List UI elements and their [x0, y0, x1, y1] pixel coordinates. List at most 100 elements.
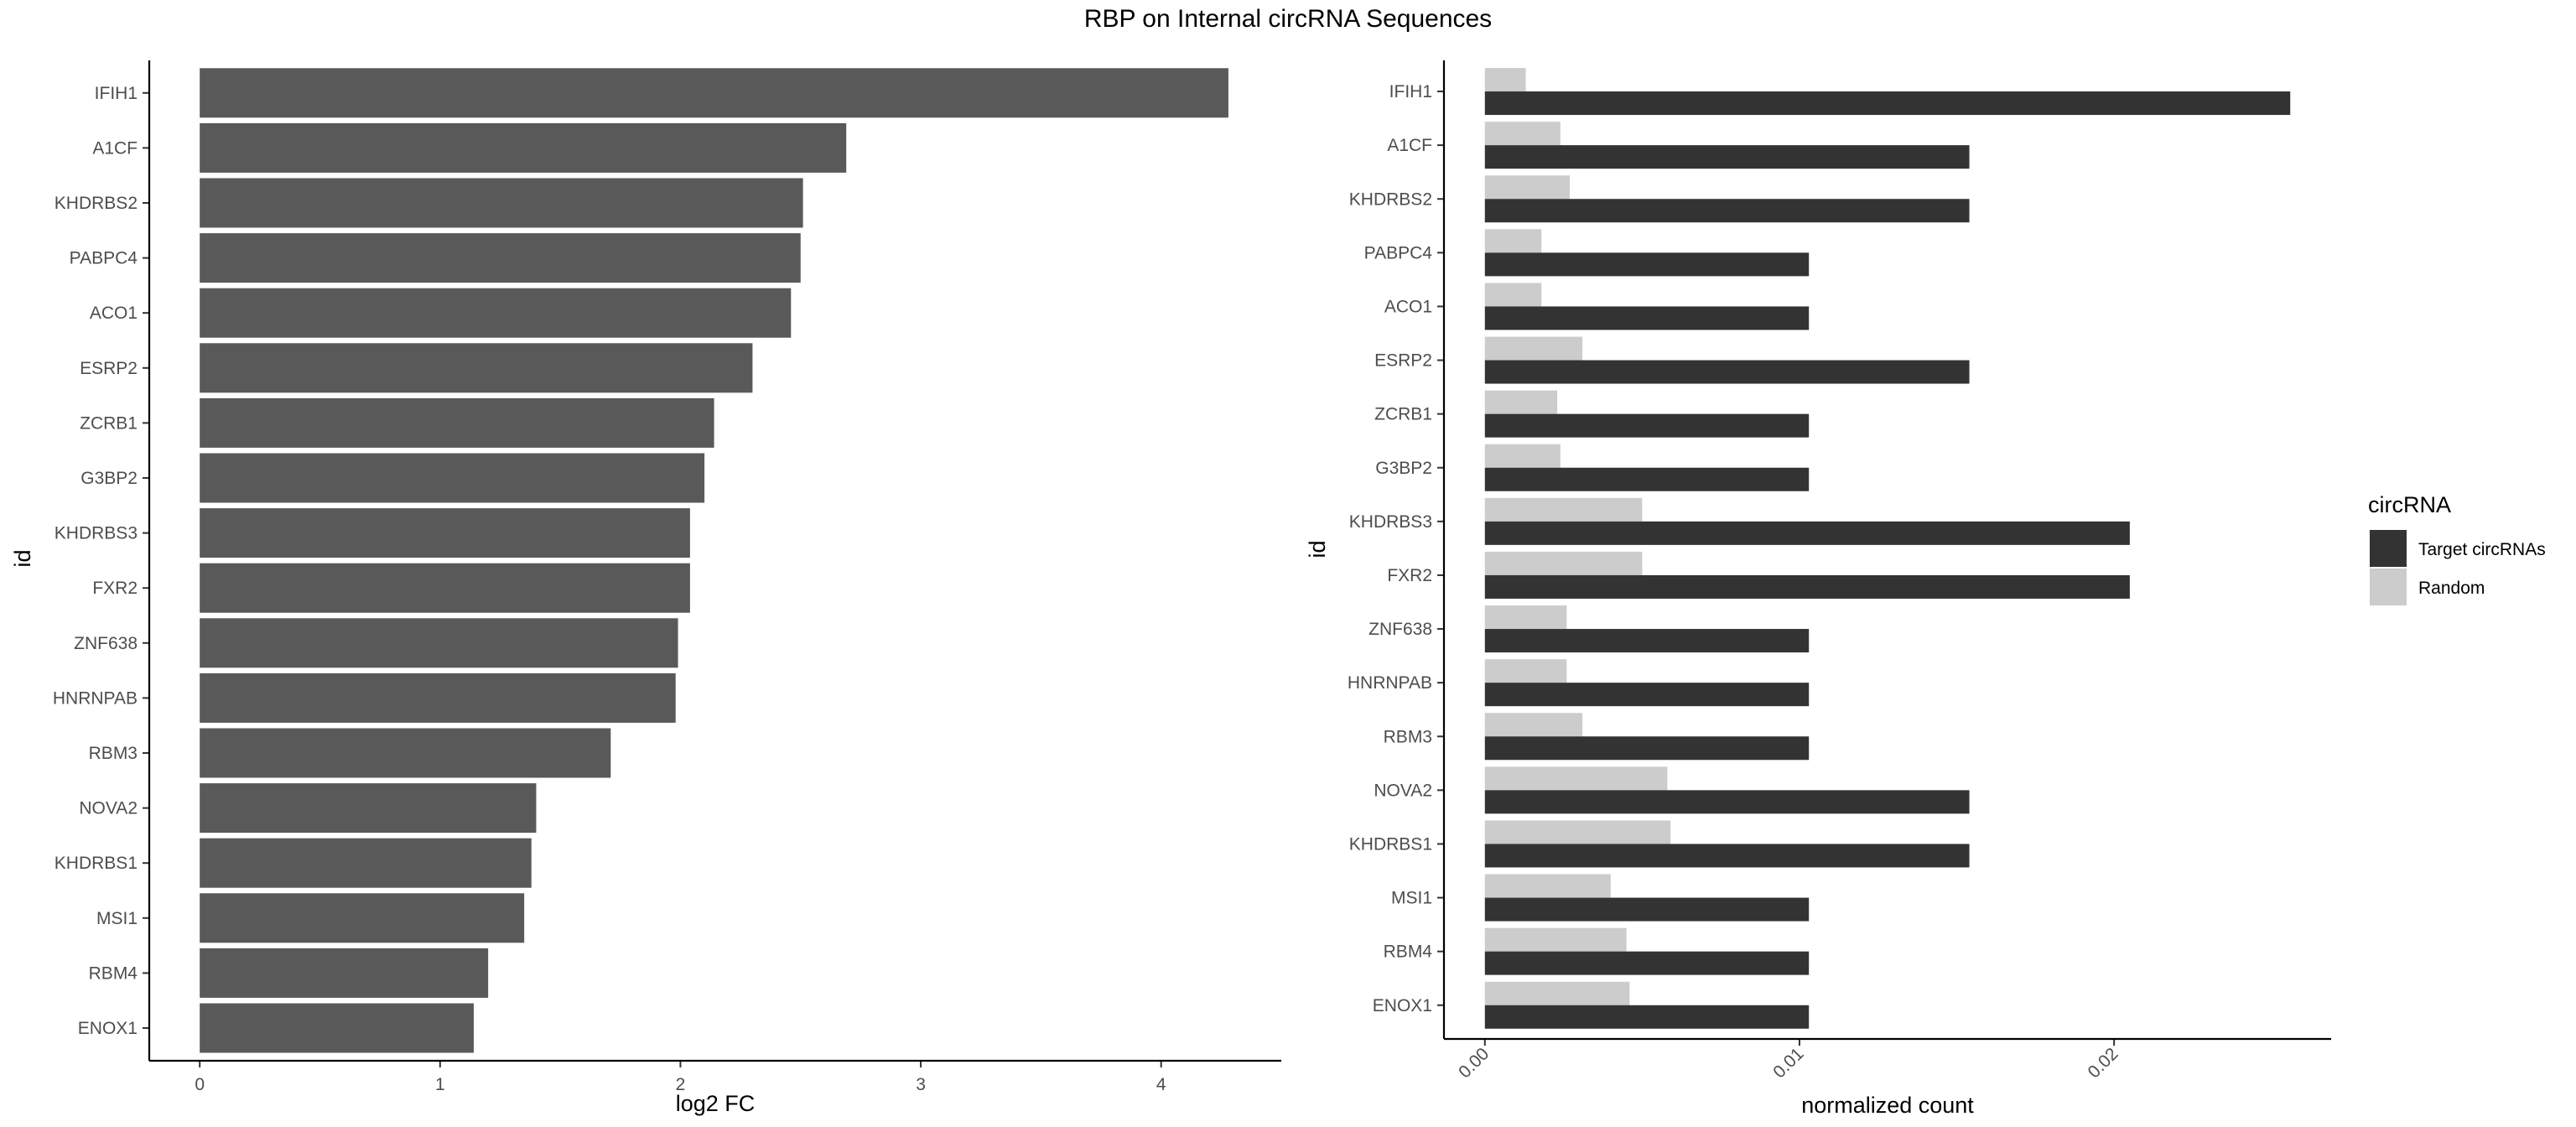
left-bar-rbm4 [200, 948, 489, 998]
right-y-tick-label: IFIH1 [1389, 82, 1432, 101]
left-y-tick-label: MSI1 [96, 909, 138, 928]
right-y-tick-label: ZNF638 [1368, 620, 1432, 639]
left-y-tick-label: ESRP2 [80, 359, 138, 378]
right-bar-target-pabpc4 [1484, 252, 1810, 277]
left-bar-a1cf [200, 122, 847, 173]
right-x-axis-title: normalized count [1801, 1093, 1974, 1118]
right-y-tick-label: ESRP2 [1374, 351, 1432, 371]
right-bar-random-msi1 [1484, 874, 1611, 898]
right-bar-target-znf638 [1484, 629, 1810, 653]
right-bar-random-khdrbs2 [1484, 175, 1571, 200]
left-panel-log2fc: IFIH1 A1CF KHDRBS2 PABPC4 ACO1 ESRP2 ZCRB1 G3BP… [10, 60, 1281, 1116]
left-bar-hnrnpab [200, 673, 676, 723]
right-bar-random-pabpc4 [1484, 229, 1542, 253]
right-y-tick-label: ENOX1 [1373, 996, 1432, 1015]
right-y-tick-label: PABPC4 [1364, 243, 1433, 262]
legend: circRNA Target circRNAs Random [2368, 492, 2546, 605]
left-bar-nova2 [200, 783, 537, 834]
right-bar-target-enox1 [1484, 1005, 1810, 1029]
left-y-tick-label: IFIH1 [95, 84, 138, 103]
right-bar-target-aco1 [1484, 306, 1810, 330]
right-x-tick-label: 0.01 [1769, 1044, 1807, 1082]
left-bar-khdrbs2 [200, 178, 803, 228]
left-bars [200, 68, 1228, 1053]
left-bar-zcrb1 [200, 397, 714, 448]
left-bar-fxr2 [200, 563, 690, 613]
right-bar-target-a1cf [1484, 145, 1970, 169]
left-bar-znf638 [200, 618, 678, 668]
right-y-tick-label: RBM4 [1384, 943, 1433, 962]
right-bar-random-znf638 [1484, 605, 1567, 630]
left-y-tick-label: PABPC4 [70, 249, 138, 268]
left-y-tick-label: A1CF [92, 138, 138, 158]
left-bar-esrp2 [200, 343, 753, 393]
right-x-tick-label: 0.00 [1455, 1044, 1493, 1082]
left-y-tick-label: NOVA2 [79, 799, 138, 818]
left-y-tick-label: G3BP2 [80, 469, 138, 488]
right-y-tick-label: HNRNPAB [1348, 673, 1432, 693]
right-bar-random-zcrb1 [1484, 390, 1558, 414]
right-bar-random-rbm4 [1484, 927, 1627, 952]
right-bar-random-nova2 [1484, 766, 1668, 791]
right-bar-target-esrp2 [1484, 360, 1970, 384]
right-bar-random-rbm3 [1484, 713, 1583, 737]
right-bar-random-hnrnpab [1484, 659, 1567, 683]
right-bar-random-enox1 [1484, 981, 1630, 1005]
left-bar-aco1 [200, 288, 792, 338]
right-y-tick-label: A1CF [1387, 136, 1432, 155]
legend-swatch-target [2370, 530, 2407, 567]
right-y-axis-title: id [1305, 540, 1330, 558]
right-y-tick-label: ZCRB1 [1374, 405, 1432, 424]
right-bar-target-rbm4 [1484, 951, 1810, 975]
left-y-tick-label: FXR2 [92, 579, 138, 598]
left-y-tick-labels: IFIH1 A1CF KHDRBS2 PABPC4 ACO1 ESRP2 ZCRB1 G3BP… [53, 84, 149, 1038]
right-bar-random-khdrbs3 [1484, 497, 1643, 522]
left-y-tick-label: HNRNPAB [53, 688, 138, 708]
right-bar-target-rbm3 [1484, 736, 1810, 761]
figure-title: RBP on Internal circRNA Sequences [1084, 5, 1492, 33]
right-bar-target-g3bp2 [1484, 467, 1810, 491]
left-x-tick-labels: 0 1 2 3 4 [195, 1061, 1166, 1094]
right-bar-random-esrp2 [1484, 336, 1583, 361]
right-panel-normalized-count: IFIH1 A1CF KHDRBS2 PABPC4 ACO1 ESRP2 ZCRB1 G3BP… [1305, 60, 2331, 1118]
right-y-tick-label: MSI1 [1391, 889, 1432, 908]
right-y-tick-label: NOVA2 [1374, 781, 1432, 800]
left-bar-msi1 [200, 893, 525, 943]
right-bar-target-ifih1 [1484, 91, 2291, 116]
left-bar-rbm3 [200, 728, 611, 778]
right-y-tick-label: ACO1 [1384, 297, 1432, 316]
legend-title: circRNA [2368, 492, 2451, 517]
legend-label-random: Random [2418, 579, 2485, 598]
left-bar-g3bp2 [200, 453, 705, 503]
legend-swatch-random [2370, 569, 2407, 605]
right-y-tick-labels: IFIH1 A1CF KHDRBS2 PABPC4 ACO1 ESRP2 ZCRB1 G3BP… [1348, 82, 1444, 1015]
left-bar-enox1 [200, 1003, 474, 1053]
right-bar-target-fxr2 [1484, 574, 2130, 599]
left-y-tick-label: ZCRB1 [80, 413, 138, 433]
left-x-axis-title: log2 FC [676, 1091, 756, 1116]
right-y-tick-label: KHDRBS1 [1349, 834, 1432, 854]
right-bar-random-ifih1 [1484, 68, 1526, 92]
left-y-tick-label: ACO1 [90, 304, 138, 323]
right-y-tick-label: RBM3 [1384, 727, 1432, 746]
right-y-tick-label: G3BP2 [1375, 459, 1432, 478]
right-bar-random-g3bp2 [1484, 444, 1561, 468]
legend-label-target: Target circRNAs [2418, 540, 2546, 559]
left-bar-pabpc4 [200, 233, 801, 283]
left-x-tick-label: 1 [435, 1075, 445, 1094]
right-bar-target-khdrbs3 [1484, 521, 2130, 545]
left-x-tick-label: 2 [676, 1075, 686, 1094]
right-bar-target-msi1 [1484, 897, 1810, 922]
left-bar-khdrbs3 [200, 508, 690, 558]
left-y-tick-label: KHDRBS3 [55, 524, 138, 543]
right-bar-random-aco1 [1484, 283, 1542, 307]
right-x-tick-labels: 0.00 0.01 0.02 [1455, 1039, 2122, 1082]
right-bar-target-khdrbs1 [1484, 844, 1970, 868]
left-y-tick-label: KHDRBS2 [55, 194, 138, 213]
right-bar-target-nova2 [1484, 790, 1970, 814]
left-x-tick-label: 4 [1156, 1075, 1166, 1094]
left-y-tick-label: ENOX1 [78, 1019, 138, 1038]
left-x-tick-label: 0 [195, 1075, 205, 1094]
right-y-tick-label: KHDRBS3 [1349, 512, 1432, 532]
